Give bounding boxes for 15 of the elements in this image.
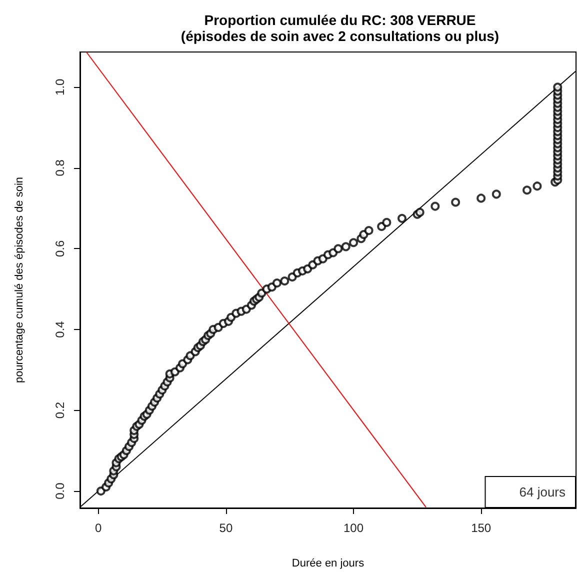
y-tick-label: 1.0 [53, 78, 67, 96]
y-tick-label: 0.2 [53, 402, 67, 419]
y-tick-label: 0.6 [53, 240, 67, 258]
x-tick-label: 50 [219, 521, 233, 535]
chart-title: Proportion cumulée du RC: 308 VERRUE [204, 12, 476, 28]
x-tick-label: 150 [471, 521, 492, 535]
y-axis-title: pourcentage cumulé des épisodes de soin [14, 176, 26, 384]
x-tick-label: 100 [344, 521, 364, 535]
y-tick-label: 0.0 [53, 482, 67, 500]
y-tick-label: 0.4 [53, 320, 67, 338]
y-tick-label: 0.8 [53, 159, 67, 176]
annotation: 64 jours [519, 484, 566, 500]
x-tick-label: 0 [95, 521, 102, 535]
chart-subtitle: (épisodes de soin avec 2 consultations ou plus) [180, 28, 500, 44]
x-axis-title: Durée en jours [292, 558, 365, 570]
